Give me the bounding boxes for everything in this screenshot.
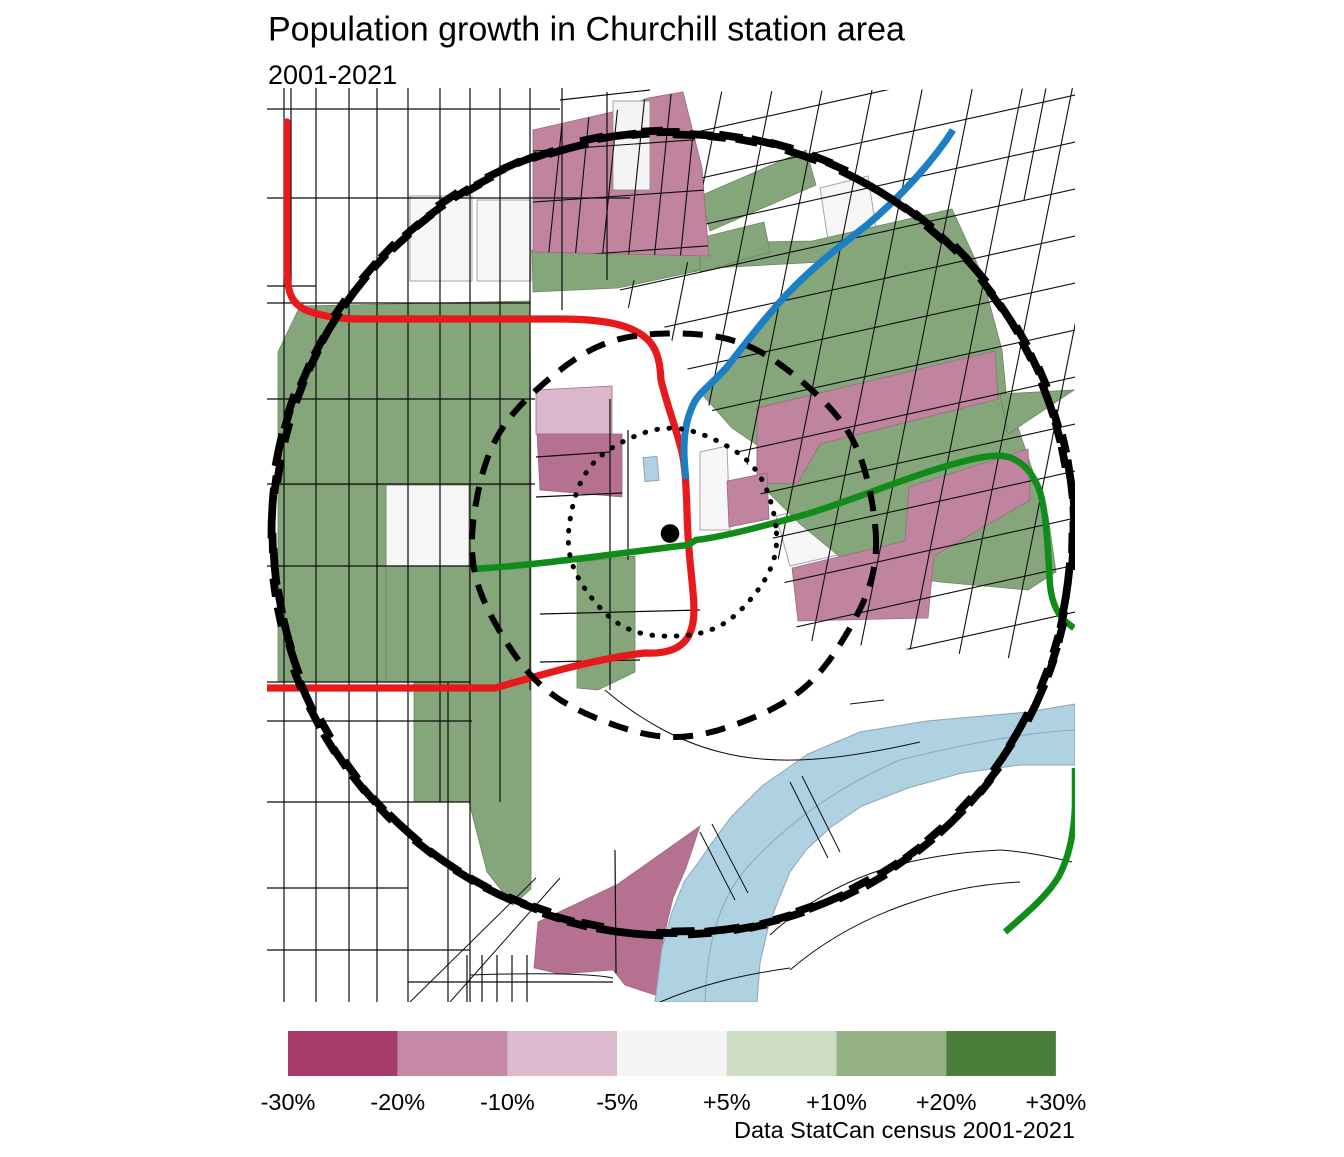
svg-text:-20%: -20% bbox=[370, 1089, 425, 1115]
svg-text:2001-2021: 2001-2021 bbox=[268, 60, 397, 90]
svg-text:-10%: -10% bbox=[480, 1089, 535, 1115]
svg-text:+30%: +30% bbox=[1026, 1089, 1087, 1115]
svg-text:-5%: -5% bbox=[596, 1089, 638, 1115]
svg-text:+10%: +10% bbox=[806, 1089, 867, 1115]
svg-text:+20%: +20% bbox=[916, 1089, 977, 1115]
svg-text:-30%: -30% bbox=[261, 1089, 316, 1115]
svg-text:Data StatCan census 2001-2021: Data StatCan census 2001-2021 bbox=[734, 1117, 1075, 1143]
svg-text:+5%: +5% bbox=[703, 1089, 751, 1115]
svg-text:Population growth in Churchill: Population growth in Churchill station a… bbox=[268, 11, 905, 49]
